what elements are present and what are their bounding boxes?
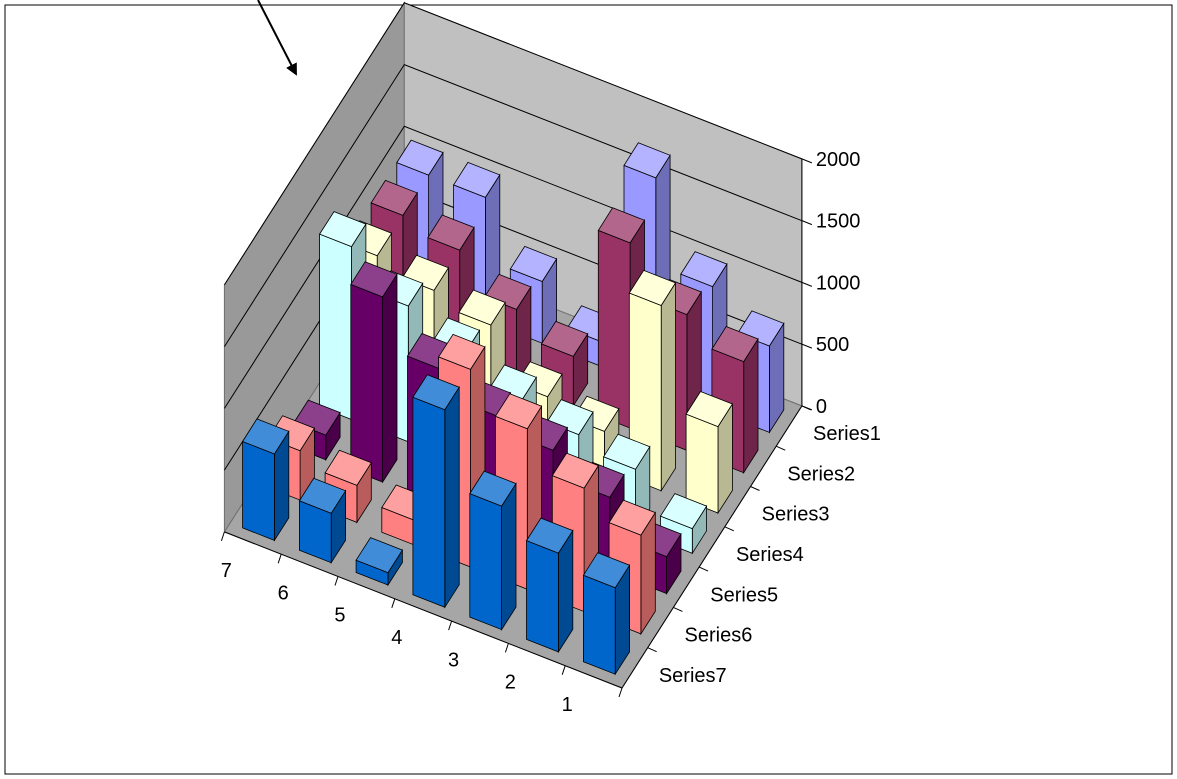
series-tick bbox=[801, 405, 812, 411]
gridline bbox=[223, 2, 803, 286]
series-label-Series1: Series1 bbox=[813, 423, 881, 445]
category-label-3: 3 bbox=[448, 649, 459, 671]
category-label-7: 7 bbox=[221, 560, 232, 582]
series-label-Series3: Series3 bbox=[762, 504, 830, 526]
z-tick-label-0: 0 bbox=[816, 396, 827, 418]
series-axis: Series1 Series2 Series3 Series4 Series5 Serie… bbox=[621, 405, 881, 689]
z-tick bbox=[801, 343, 813, 349]
z-axis: 0 500 1000 1500 2000 bbox=[801, 149, 861, 418]
bar-Series3-cat-2 bbox=[628, 269, 677, 493]
series-tick bbox=[698, 566, 709, 572]
bar-Series3-cat-1 bbox=[685, 391, 733, 515]
category-tick bbox=[504, 643, 509, 653]
bar-Series7-cat-6 bbox=[298, 477, 347, 565]
series-label-Series2: Series2 bbox=[787, 463, 855, 485]
bar-Series7-cat-3 bbox=[469, 470, 517, 631]
category-tick bbox=[220, 531, 225, 542]
bar-Series7-cat-1 bbox=[582, 552, 631, 676]
category-tick bbox=[277, 554, 282, 564]
bar-Series7-cat-2 bbox=[525, 517, 574, 654]
z-tick-label-500: 500 bbox=[816, 334, 849, 356]
category-tick bbox=[391, 598, 396, 608]
category-label-2: 2 bbox=[505, 672, 516, 694]
series-axis-line bbox=[621, 405, 803, 689]
category-label-4: 4 bbox=[391, 627, 402, 649]
z-tick bbox=[801, 220, 813, 226]
series-tick bbox=[673, 606, 683, 612]
category-tick bbox=[618, 687, 623, 698]
category-axis: 1 2 3 4 5 6 7 bbox=[220, 531, 623, 716]
bar-Series7-cat-5 bbox=[355, 537, 403, 587]
series-label-Series5: Series5 bbox=[710, 584, 778, 606]
series-tick bbox=[724, 526, 735, 532]
series-label-Series4: Series4 bbox=[736, 544, 804, 566]
series-tick bbox=[647, 647, 657, 653]
annotation-arrow bbox=[257, 0, 297, 76]
category-label-6: 6 bbox=[278, 582, 289, 604]
series-tick bbox=[775, 445, 786, 451]
series-label-Series7: Series7 bbox=[659, 665, 727, 687]
z-tick bbox=[801, 158, 813, 164]
bar-Series7-cat-7 bbox=[242, 418, 290, 542]
category-axis-line bbox=[224, 531, 623, 689]
category-label-1: 1 bbox=[562, 694, 573, 716]
z-tick-label-1000: 1000 bbox=[816, 272, 861, 294]
z-tick bbox=[801, 281, 813, 287]
category-tick bbox=[561, 665, 566, 675]
bar-Series5-cat-6 bbox=[350, 261, 398, 484]
category-tick bbox=[448, 620, 453, 631]
category-tick bbox=[334, 576, 339, 586]
category-label-5: 5 bbox=[334, 605, 345, 627]
series-label-Series6: Series6 bbox=[685, 625, 753, 647]
bar-Series7-cat-4 bbox=[412, 374, 460, 609]
z-tick-label-2000: 2000 bbox=[816, 149, 861, 171]
chart-bars bbox=[242, 139, 785, 676]
series-tick bbox=[750, 486, 760, 491]
z-tick-label-1500: 1500 bbox=[816, 211, 861, 233]
